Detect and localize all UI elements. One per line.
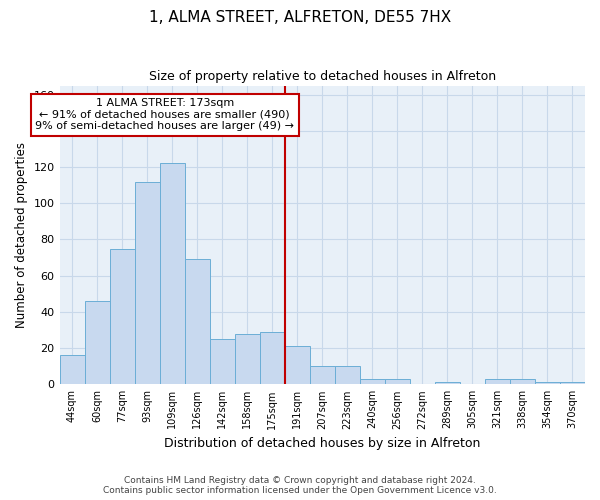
Bar bbox=[385, 379, 410, 384]
Bar bbox=[560, 382, 585, 384]
Bar bbox=[59, 356, 85, 384]
Text: 1 ALMA STREET: 173sqm
← 91% of detached houses are smaller (490)
9% of semi-deta: 1 ALMA STREET: 173sqm ← 91% of detached … bbox=[35, 98, 294, 132]
Bar bbox=[435, 382, 460, 384]
Bar bbox=[85, 301, 110, 384]
Bar bbox=[235, 334, 260, 384]
Bar bbox=[160, 164, 185, 384]
Bar bbox=[185, 260, 209, 384]
Y-axis label: Number of detached properties: Number of detached properties bbox=[15, 142, 28, 328]
Bar bbox=[535, 382, 560, 384]
Text: Contains HM Land Registry data © Crown copyright and database right 2024.
Contai: Contains HM Land Registry data © Crown c… bbox=[103, 476, 497, 495]
Bar bbox=[209, 339, 235, 384]
Bar bbox=[134, 182, 160, 384]
Bar bbox=[510, 379, 535, 384]
Bar bbox=[360, 379, 385, 384]
Text: 1, ALMA STREET, ALFRETON, DE55 7HX: 1, ALMA STREET, ALFRETON, DE55 7HX bbox=[149, 10, 451, 25]
Bar bbox=[260, 332, 285, 384]
Bar bbox=[285, 346, 310, 385]
X-axis label: Distribution of detached houses by size in Alfreton: Distribution of detached houses by size … bbox=[164, 437, 481, 450]
Bar bbox=[335, 366, 360, 384]
Bar bbox=[485, 379, 510, 384]
Title: Size of property relative to detached houses in Alfreton: Size of property relative to detached ho… bbox=[149, 70, 496, 83]
Bar bbox=[310, 366, 335, 384]
Bar bbox=[110, 248, 134, 384]
